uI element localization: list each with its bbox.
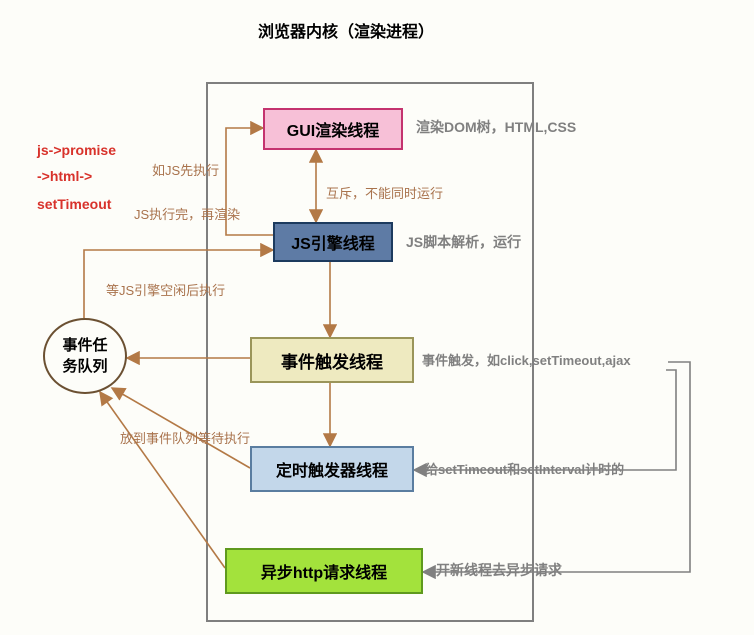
red-note-3: setTimeout bbox=[37, 196, 111, 212]
diagram-title: 浏览器内核（渲染进程） bbox=[258, 18, 434, 42]
node-js: JS引擎线程 bbox=[273, 222, 393, 262]
brown-note-2: JS执行完，再渲染 bbox=[134, 204, 240, 223]
red-note-2: ->html-> bbox=[37, 168, 92, 184]
node-http: 异步http请求线程 bbox=[225, 548, 423, 594]
note-timer: 给setTimeout和setInterval计时的 bbox=[425, 459, 624, 478]
queue-line2: 务队列 bbox=[62, 358, 107, 375]
note-gui: 渲染DOM树，HTML,CSS bbox=[416, 117, 576, 137]
node-gui: GUI渲染线程 bbox=[263, 108, 403, 150]
note-event: 事件触发，如click,setTimeout,ajax bbox=[422, 350, 631, 369]
node-event: 事件触发线程 bbox=[250, 337, 414, 383]
node-timer: 定时触发器线程 bbox=[250, 446, 414, 492]
brown-note-1: 如JS先执行 bbox=[152, 160, 219, 179]
brown-note-3: 互斥，不能同时运行 bbox=[326, 183, 443, 202]
note-http: 开新线程去异步请求 bbox=[436, 560, 562, 580]
brown-note-4: 等JS引擎空闲后执行 bbox=[106, 280, 225, 299]
note-js: JS脚本解析，运行 bbox=[406, 232, 521, 252]
red-note-1: js->promise bbox=[37, 142, 116, 158]
brown-note-5: 放到事件队列等待执行 bbox=[120, 428, 250, 447]
node-queue: 事件任 务队列 bbox=[43, 318, 127, 394]
queue-line1: 事件任 bbox=[62, 337, 107, 354]
